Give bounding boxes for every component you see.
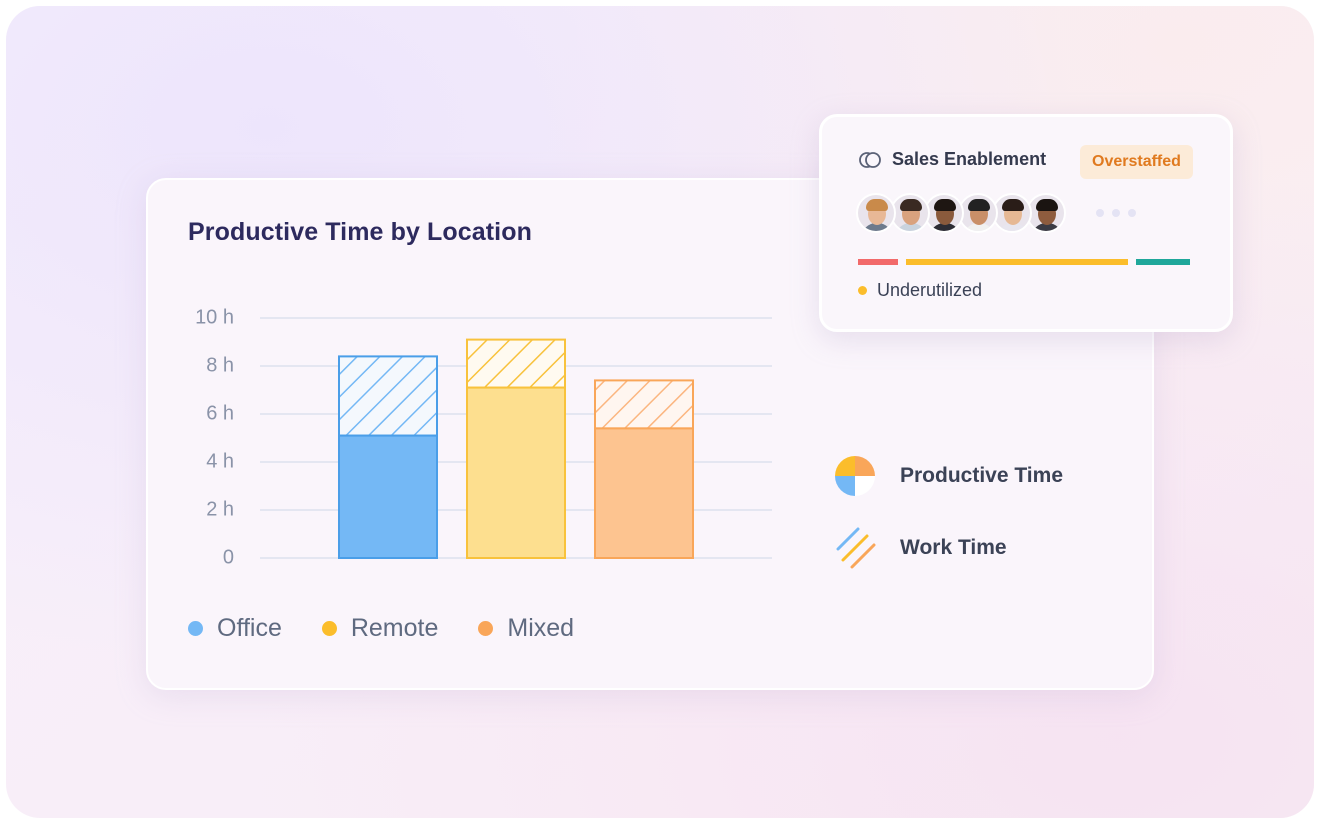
team-rings-icon [859, 151, 881, 168]
team-name: Sales Enablement [892, 149, 1047, 169]
status-dot [858, 286, 867, 295]
team-header: Sales Enablement [858, 149, 1046, 170]
y-tick-label: 10 h [195, 306, 234, 328]
bar-work-time-mixed[interactable] [594, 379, 694, 430]
quarter-pie-icon [835, 456, 875, 496]
status-badge: Overstaffed [1080, 145, 1193, 179]
bar-work-time-remote[interactable] [466, 338, 566, 389]
type-legend: Productive Time Work Time [834, 454, 1063, 598]
diagonal-stripes-icon [836, 527, 876, 569]
legend-item-remote: Remote [321, 614, 439, 643]
legend-item-productive-time: Productive Time [834, 454, 1063, 498]
utilization-segment [906, 259, 1128, 265]
avatar[interactable] [1026, 193, 1066, 233]
y-tick-label: 0 [223, 546, 234, 568]
legend-label-office: Office [217, 614, 282, 642]
background-frame: Productive Time by Location 10 h 8 h 6 h 4 … [6, 6, 1314, 818]
utilization-segment [1136, 259, 1190, 265]
y-tick-label: 4 h [206, 450, 234, 472]
bar-productive-time-office[interactable] [338, 434, 438, 560]
legend-label-remote: Remote [350, 614, 439, 642]
utilization-label: Underutilized [877, 280, 983, 300]
avatar[interactable] [992, 193, 1032, 233]
bar-productive-time-mixed[interactable] [594, 427, 694, 559]
y-tick-label: 2 h [206, 498, 234, 520]
series-legend: Office Remote Mixed [188, 614, 574, 643]
bar-work-time-office[interactable] [338, 355, 438, 437]
avatar-group [856, 193, 1136, 233]
office-dot [188, 621, 203, 636]
avatar[interactable] [924, 193, 964, 233]
legend-item-work-time: Work Time [834, 526, 1063, 570]
utilization-status: Underutilized [858, 280, 982, 301]
team-status-card[interactable]: Sales Enablement Overstaffed Underutiliz… [819, 114, 1233, 332]
remote-dot [321, 621, 337, 636]
y-tick-label: 6 h [206, 402, 234, 424]
bar-productive-time-remote[interactable] [466, 386, 566, 559]
y-tick-label: 8 h [206, 354, 234, 376]
chart-title: Productive Time by Location [188, 218, 532, 246]
avatar[interactable] [890, 193, 930, 233]
more-avatars-icon[interactable] [1096, 209, 1136, 217]
avatar[interactable] [958, 193, 998, 233]
legend-item-mixed: Mixed [478, 614, 574, 643]
legend-label-mixed: Mixed [507, 614, 575, 642]
legend-label-work-time: Work Time [900, 536, 1007, 559]
legend-label-productive-time: Productive Time [900, 464, 1063, 487]
avatar[interactable] [856, 193, 896, 233]
mixed-dot [478, 621, 494, 636]
legend-item-office: Office [188, 614, 282, 643]
utilization-segment [858, 259, 898, 265]
bar-chart: 10 h 8 h 6 h 4 h 2 h 0 [195, 306, 772, 568]
